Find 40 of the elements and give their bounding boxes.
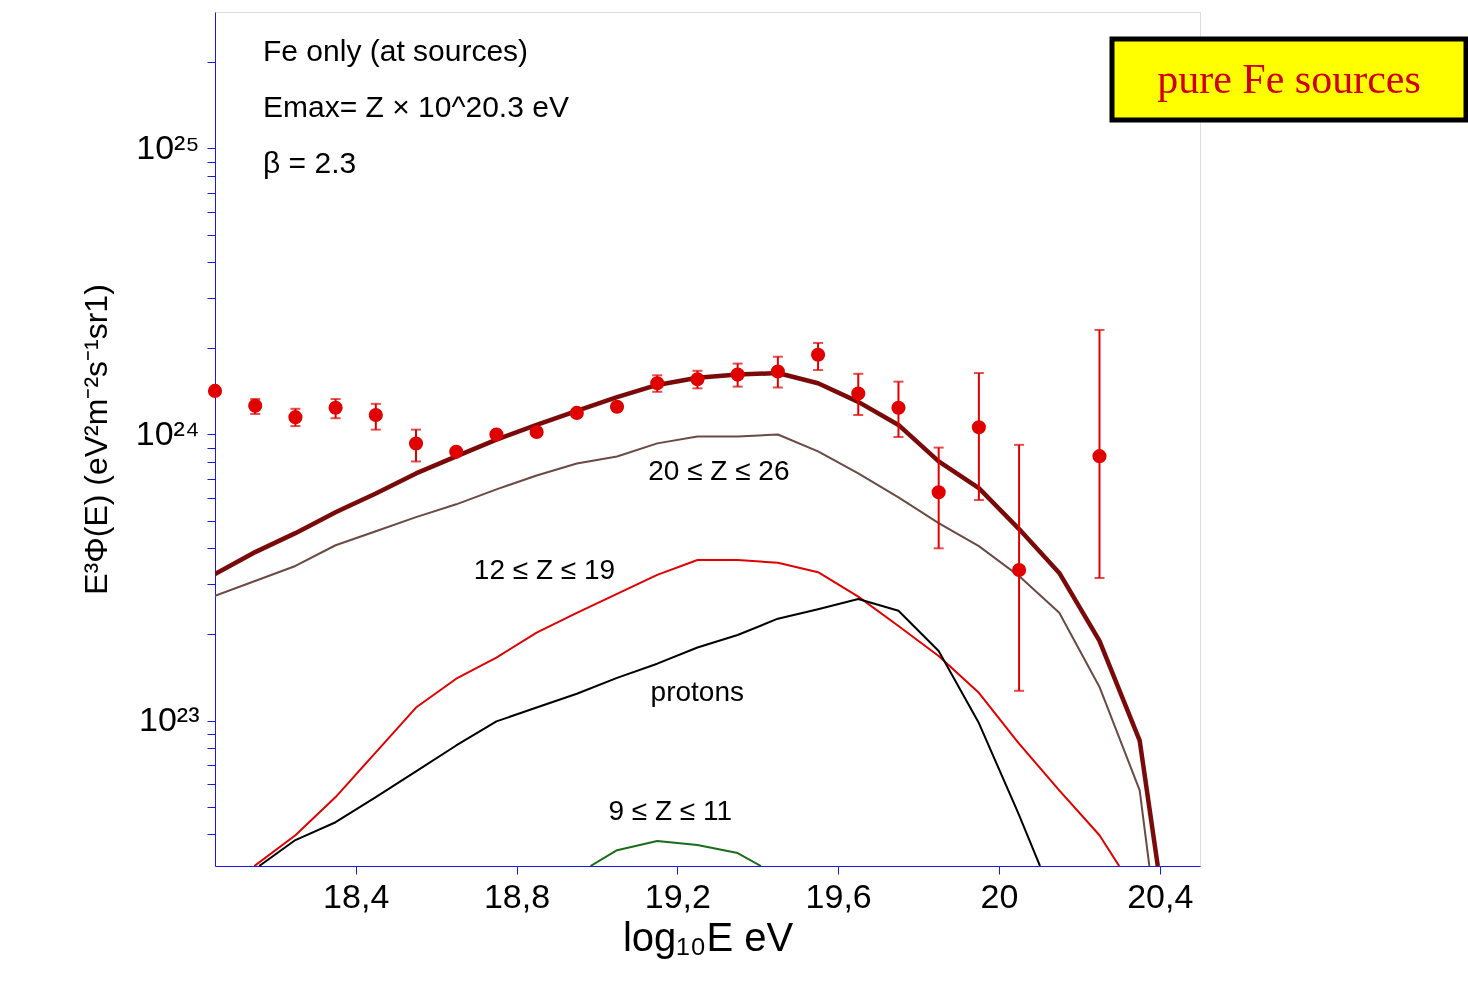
point: [1092, 449, 1107, 464]
point: [207, 383, 223, 398]
x-tick-label: 18,8: [483, 876, 551, 915]
series-label: 9 ≤ Z ≤ 11: [608, 795, 733, 827]
point: [609, 399, 625, 414]
point: [489, 427, 504, 442]
point: [730, 367, 745, 382]
x-tick-label: 20,4: [1127, 876, 1194, 915]
x-tick-label: 18,4: [323, 876, 390, 915]
line-series: [589, 840, 762, 866]
point: [529, 424, 544, 440]
point: [891, 400, 906, 415]
line-series: [253, 559, 1121, 866]
x-tick-label: 20: [980, 876, 1019, 915]
annotation: Fe only (at sources): [263, 34, 529, 67]
x-tick-label: 19,2: [644, 876, 711, 915]
point: [810, 347, 826, 362]
text: pure Fe sources: [1157, 56, 1421, 102]
series-label: 12 ≤ Z ≤ 19: [473, 554, 616, 586]
y-tick-label: 10²³: [139, 700, 200, 739]
series-label: 20 ≤ Z ≤ 26: [648, 455, 790, 487]
point: [408, 436, 424, 451]
point: [449, 444, 464, 459]
series-label: protons: [650, 675, 744, 707]
point: [569, 405, 584, 420]
point: [770, 364, 785, 379]
x-axis-title: log₁₀E eV: [622, 914, 794, 959]
point: [368, 407, 383, 423]
annotation: Emax= Z × 10^20.3 eV: [263, 90, 569, 123]
y-axis-title: E³Φ(E) (eV²m⁻²s⁻¹sr1): [77, 284, 114, 595]
line-series: [258, 597, 1041, 866]
x-tick-label: 19,6: [805, 876, 872, 915]
point: [851, 386, 866, 401]
y-tick-label: 10²⁵: [136, 127, 200, 166]
y-tick-label: 10²⁴: [135, 413, 200, 452]
point: [1012, 562, 1027, 578]
point: [328, 400, 343, 415]
annotation: β = 2.3: [263, 146, 357, 179]
point: [971, 420, 986, 435]
point: [931, 485, 946, 500]
